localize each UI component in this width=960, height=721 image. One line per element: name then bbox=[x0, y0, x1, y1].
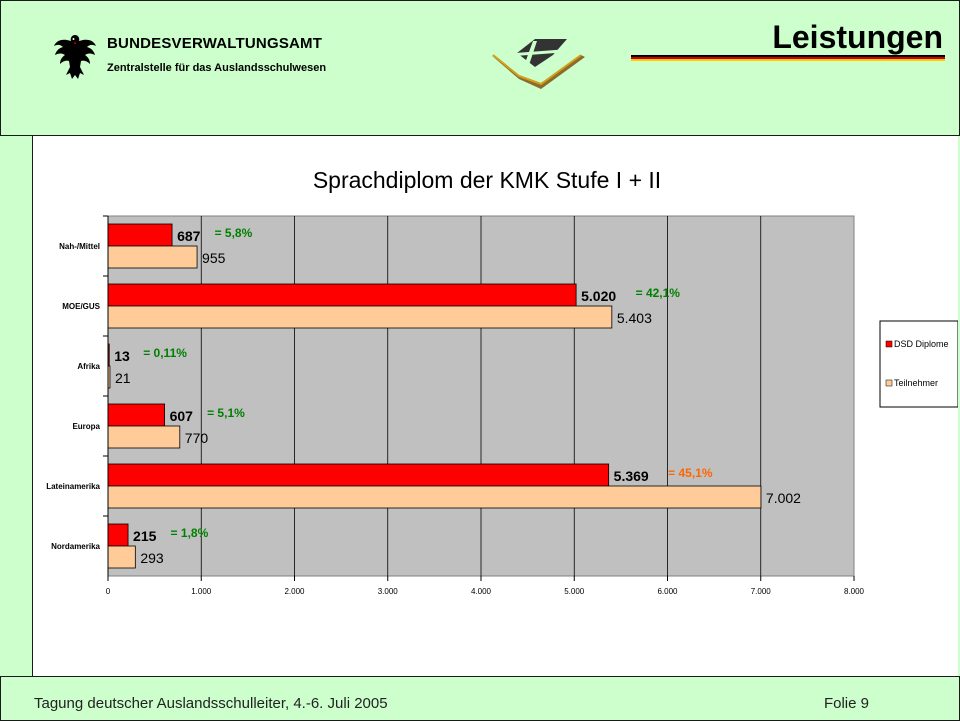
bar-teilnehmer bbox=[107, 485, 762, 509]
data-label-diplome: 687 bbox=[177, 228, 201, 244]
data-label-teilnehmer: 293 bbox=[140, 550, 164, 566]
legend-label-teilnehmer: Teilnehmer bbox=[894, 378, 938, 388]
legend-box bbox=[879, 320, 959, 408]
bar-dsd-diplome bbox=[107, 283, 577, 307]
x-tick-label: 7.000 bbox=[751, 587, 772, 596]
bar-teilnehmer bbox=[107, 245, 198, 269]
zfa-logo-icon bbox=[491, 39, 585, 89]
chart-canvas: Sprachdiplom der KMK Stufe I + II 687 955… bbox=[33, 136, 959, 676]
x-tick-label: 0 bbox=[106, 587, 111, 596]
category-label: Europa bbox=[72, 422, 100, 431]
category-label: MOE/GUS bbox=[62, 302, 100, 311]
x-tick-label: 2.000 bbox=[284, 587, 305, 596]
bar-teilnehmer bbox=[107, 425, 181, 449]
data-label-diplome: 13 bbox=[114, 348, 130, 364]
data-label-diplome: 607 bbox=[170, 408, 194, 424]
slide-title: Leistungen bbox=[772, 19, 943, 55]
percent-annotation: = 5,1% bbox=[207, 406, 245, 420]
title-underline bbox=[631, 55, 945, 61]
x-tick-label: 4.000 bbox=[471, 587, 492, 596]
bars-layer bbox=[107, 223, 762, 569]
category-label: Lateinamerika bbox=[46, 482, 100, 491]
data-label-teilnehmer: 5.403 bbox=[617, 310, 652, 326]
percent-annotation: = 1,8% bbox=[171, 526, 209, 540]
percent-annotation: = 45,1% bbox=[668, 466, 713, 480]
legend: DSD Diplome Teilnehmer bbox=[879, 320, 959, 408]
bar-dsd-diplome bbox=[107, 463, 610, 487]
data-label-diplome: 5.020 bbox=[581, 288, 616, 304]
bar-teilnehmer bbox=[107, 305, 613, 329]
federal-eagle-icon bbox=[54, 35, 96, 79]
legend-label-diplome: DSD Diplome bbox=[894, 339, 949, 349]
slide-footer: Tagung deutscher Auslandsschulleiter, 4.… bbox=[0, 676, 960, 721]
data-label-diplome: 5.369 bbox=[614, 468, 649, 484]
bar-dsd-diplome bbox=[107, 523, 129, 547]
percent-annotation: = 5,8% bbox=[215, 226, 253, 240]
footer-event: Tagung deutscher Auslandsschulleiter, 4.… bbox=[34, 695, 388, 712]
agency-subtitle: Zentralstelle für das Auslandsschulwesen bbox=[107, 62, 327, 74]
percent-annotation: = 42,1% bbox=[636, 286, 681, 300]
x-tick-label: 6.000 bbox=[657, 587, 678, 596]
category-label: Nah-/Mittel bbox=[59, 242, 100, 251]
bar-teilnehmer bbox=[107, 545, 136, 569]
x-tick-label: 5.000 bbox=[564, 587, 585, 596]
bar-dsd-diplome bbox=[107, 403, 166, 427]
footer-page-number: Folie 9 bbox=[823, 695, 869, 712]
data-label-diplome: 215 bbox=[133, 528, 157, 544]
grid-layer bbox=[200, 216, 762, 576]
legend-swatch-teilnehmer bbox=[885, 379, 893, 387]
x-tick-label: 8.000 bbox=[844, 587, 865, 596]
category-label: Nordamerika bbox=[51, 542, 100, 551]
data-label-teilnehmer: 7.002 bbox=[766, 490, 801, 506]
chart-title: Sprachdiplom der KMK Stufe I + II bbox=[313, 167, 661, 193]
category-label: Afrika bbox=[77, 362, 100, 371]
data-label-teilnehmer: 21 bbox=[115, 370, 131, 386]
data-label-teilnehmer: 955 bbox=[202, 250, 226, 266]
slide-header: BUNDESVERWALTUNGSAMT Zentralstelle für d… bbox=[0, 0, 960, 136]
bar-chart: Sprachdiplom der KMK Stufe I + II 687955… bbox=[46, 167, 959, 596]
bar-dsd-diplome bbox=[107, 223, 173, 247]
legend-swatch-diplome bbox=[885, 340, 893, 348]
x-tick-label: 1.000 bbox=[191, 587, 212, 596]
agency-name: BUNDESVERWALTUNGSAMT bbox=[107, 35, 323, 52]
percent-annotation: = 0,11% bbox=[143, 346, 187, 360]
axis-layer: 0 1.000 2.000 3.000 4.000 5.000 6.000 7.000 8.00… bbox=[46, 215, 865, 596]
left-margin-strip bbox=[0, 136, 33, 676]
x-tick-label: 3.000 bbox=[378, 587, 399, 596]
data-label-teilnehmer: 770 bbox=[185, 430, 209, 446]
